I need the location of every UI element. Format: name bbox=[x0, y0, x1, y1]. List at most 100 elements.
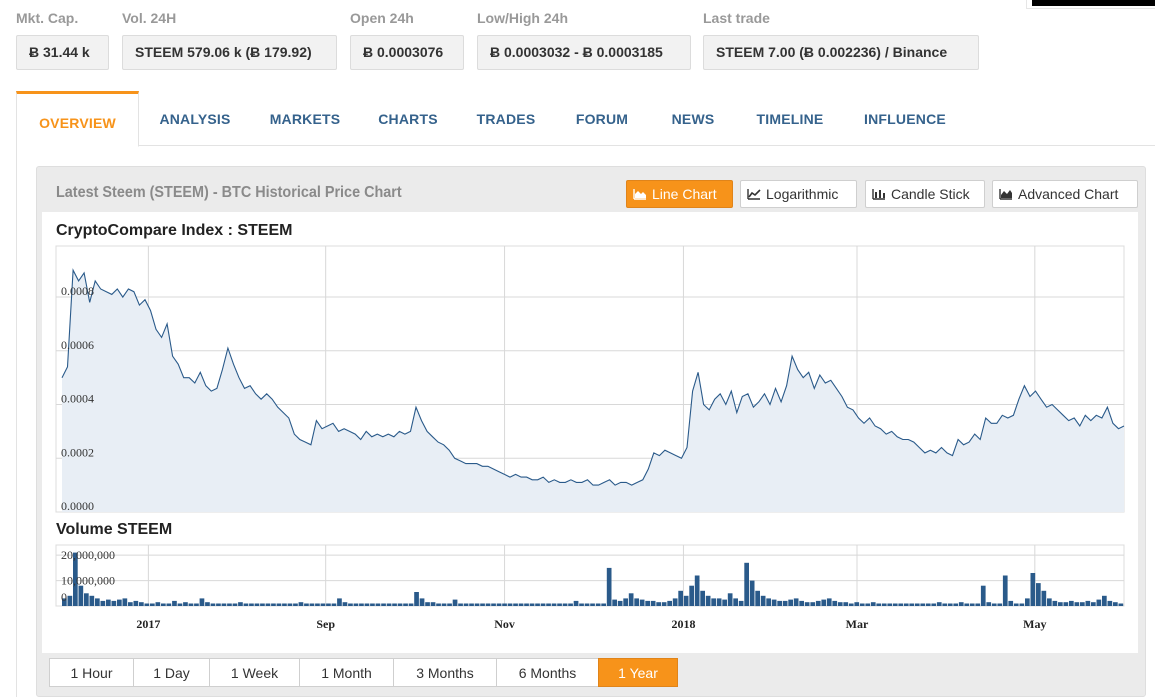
volume-bar bbox=[936, 602, 942, 606]
volume-bar bbox=[1013, 603, 1019, 606]
volume-bar bbox=[89, 595, 95, 606]
range-1-year[interactable]: 1 Year bbox=[598, 658, 678, 687]
volume-y-tick-label: 10,000,000 bbox=[61, 574, 115, 588]
volume-bar bbox=[425, 602, 430, 606]
range-1-month[interactable]: 1 Month bbox=[299, 658, 394, 687]
volume-bar bbox=[1063, 602, 1069, 606]
volume-bar bbox=[1069, 600, 1074, 606]
stat-value: STEEM 579.06 k (Ƀ 179.92) bbox=[122, 35, 337, 70]
volume-bar bbox=[898, 603, 904, 606]
volume-bar bbox=[634, 598, 639, 606]
tab-markets[interactable]: MARKETS bbox=[269, 111, 341, 127]
volume-bar bbox=[287, 603, 293, 606]
volume-bar bbox=[859, 603, 865, 606]
volume-bar bbox=[881, 603, 887, 606]
volume-bar bbox=[964, 603, 970, 606]
volume-bar bbox=[788, 599, 793, 606]
tab-charts[interactable]: CHARTS bbox=[378, 111, 438, 127]
volume-bar bbox=[513, 603, 518, 606]
volume-bar bbox=[128, 602, 133, 606]
volume-bar bbox=[144, 603, 150, 606]
volume-bar bbox=[155, 602, 161, 606]
volume-bar bbox=[601, 603, 606, 606]
range-3-months[interactable]: 3 Months bbox=[393, 658, 497, 687]
volume-bar bbox=[260, 603, 265, 606]
x-tick-label: May bbox=[1023, 617, 1046, 631]
volume-bar bbox=[969, 603, 975, 606]
volume-bar bbox=[452, 599, 458, 606]
tab-timeline[interactable]: TIMELINE bbox=[756, 111, 824, 127]
volume-bar bbox=[1036, 583, 1041, 606]
volume-bar bbox=[557, 603, 562, 606]
volume-bar bbox=[430, 602, 436, 606]
price-y-tick-label: 0.0000 bbox=[61, 499, 94, 513]
range-1-day[interactable]: 1 Day bbox=[133, 658, 210, 687]
volume-bar bbox=[535, 603, 540, 606]
volume-bar bbox=[408, 603, 414, 606]
volume-bar bbox=[865, 603, 871, 606]
advanced-chart-icon bbox=[999, 182, 1013, 200]
logarithmic-button[interactable]: Logarithmic bbox=[740, 180, 857, 208]
volume-bar bbox=[953, 603, 959, 606]
stat-low-high-24h: Low/High 24h Ƀ 0.0003032 - Ƀ 0.0003185 bbox=[477, 8, 691, 70]
price-y-tick-label: 0.0004 bbox=[61, 392, 94, 406]
stat-value: Ƀ 31.44 k bbox=[16, 35, 109, 70]
volume-bar bbox=[397, 603, 403, 606]
volume-bar bbox=[595, 603, 601, 606]
volume-bar bbox=[612, 599, 617, 606]
line-chart-button[interactable]: Line Chart bbox=[626, 180, 733, 208]
volume-bar bbox=[419, 598, 425, 606]
volume-bar bbox=[1091, 602, 1096, 606]
volume-bar bbox=[271, 603, 276, 606]
volume-bar bbox=[474, 603, 480, 606]
volume-bar bbox=[661, 602, 667, 606]
range-1-week[interactable]: 1 Week bbox=[209, 658, 300, 687]
candle-stick-button[interactable]: Candle Stick bbox=[865, 180, 985, 208]
volume-bar bbox=[122, 598, 128, 606]
tab-content-frame bbox=[16, 146, 1155, 697]
volume-bar bbox=[210, 603, 216, 606]
volume-bar bbox=[656, 602, 661, 606]
range-1-hour[interactable]: 1 Hour bbox=[49, 658, 134, 687]
volume-bar bbox=[1113, 602, 1118, 606]
volume-bar bbox=[771, 599, 777, 606]
volume-bar bbox=[870, 602, 876, 606]
stat-label: Mkt. Cap. bbox=[16, 10, 79, 26]
volume-bar bbox=[1019, 603, 1025, 606]
volume-bar bbox=[106, 599, 111, 606]
tab-influence[interactable]: INFLUENCE bbox=[864, 111, 946, 127]
volume-bar bbox=[326, 603, 331, 606]
volume-bar bbox=[887, 603, 893, 606]
volume-bar bbox=[491, 603, 496, 606]
volume-bar bbox=[150, 603, 155, 606]
volume-bar bbox=[1118, 603, 1124, 606]
tab-forum[interactable]: FORUM bbox=[575, 111, 629, 127]
volume-bar bbox=[832, 600, 838, 606]
x-tick-label: Nov bbox=[494, 617, 515, 631]
volume-bar bbox=[799, 600, 804, 606]
tab-overview[interactable]: OVERVIEW bbox=[16, 91, 139, 147]
stat-value: Ƀ 0.0003076 bbox=[350, 35, 464, 70]
tab-trades[interactable]: TRADES bbox=[476, 111, 536, 127]
x-tick-label: Sep bbox=[316, 617, 335, 631]
volume-bar bbox=[502, 603, 507, 606]
x-tick-label: Mar bbox=[846, 617, 869, 631]
volume-bar bbox=[1096, 599, 1102, 606]
volume-bar bbox=[1025, 598, 1030, 606]
tab-analysis[interactable]: ANALYSIS bbox=[159, 111, 231, 127]
volume-bar bbox=[403, 603, 408, 606]
volume-bar bbox=[177, 603, 183, 606]
volume-bar bbox=[909, 603, 915, 606]
range-6-months[interactable]: 6 Months bbox=[496, 658, 599, 687]
volume-bar bbox=[672, 598, 678, 606]
volume-bar bbox=[716, 598, 722, 606]
volume-bar bbox=[920, 603, 926, 606]
tab-news[interactable]: NEWS bbox=[671, 111, 715, 127]
volume-bar bbox=[760, 595, 766, 606]
volume-bar bbox=[942, 603, 948, 606]
advanced-chart-button[interactable]: Advanced Chart bbox=[992, 180, 1138, 208]
volume-bar bbox=[777, 600, 782, 606]
volume-bar bbox=[304, 603, 309, 606]
volume-bar bbox=[496, 603, 502, 606]
x-tick-label: 2018 bbox=[671, 617, 695, 631]
